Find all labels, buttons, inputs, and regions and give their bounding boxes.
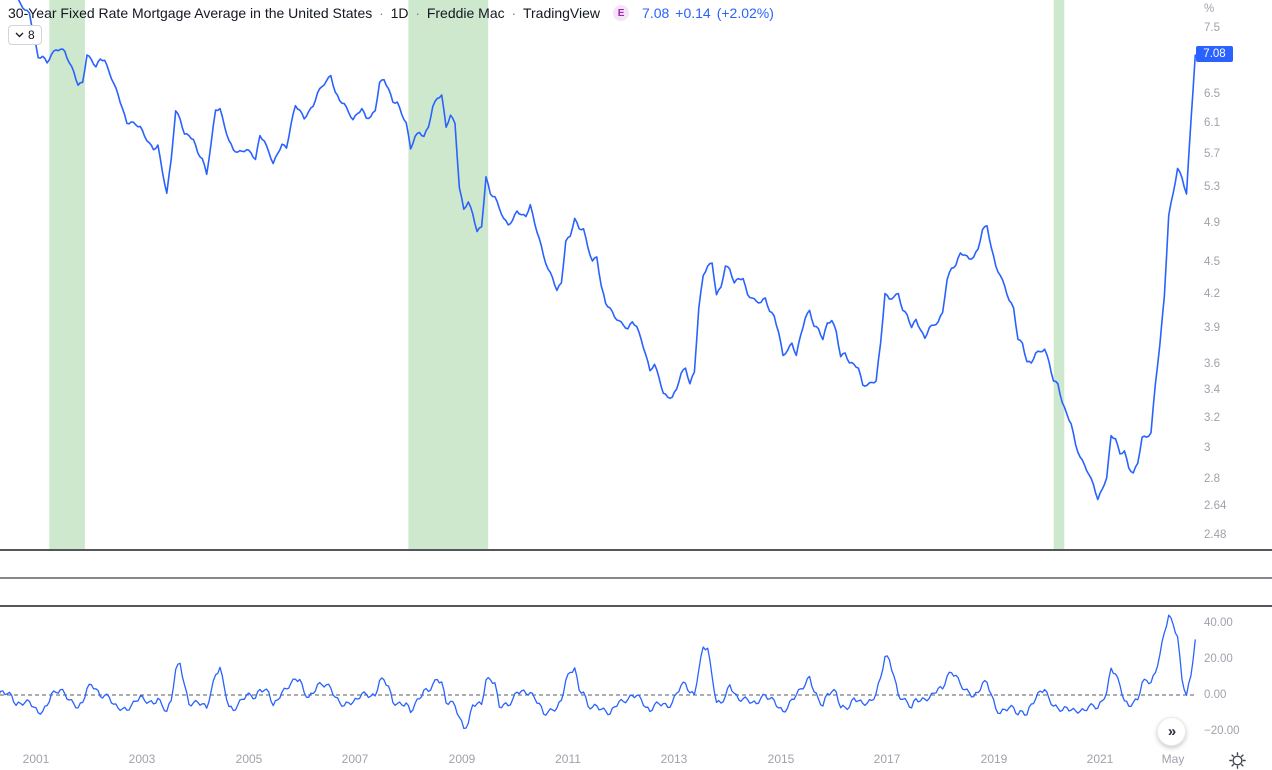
price-change-percent: (+2.02%): [716, 5, 774, 21]
time-tick-label: 2011: [555, 752, 581, 766]
price-change: +0.14: [675, 5, 711, 21]
legend-collapse-button[interactable]: 8: [8, 25, 42, 45]
separator-dot: ·: [511, 5, 516, 21]
price-tick-label: 4.9: [1204, 217, 1220, 229]
recession-band: [408, 0, 489, 549]
recession-band: [49, 0, 85, 549]
last-price: 7.08: [642, 5, 670, 21]
oscillator-tick-label: 0.00: [1204, 689, 1227, 701]
pane-separator[interactable]: [0, 577, 1272, 579]
price-tick-label: 5.3: [1204, 181, 1220, 193]
price-tick-label: 7.5: [1204, 22, 1220, 34]
oscillator-tick-label: −20.00: [1204, 725, 1240, 737]
time-tick-label: 2007: [341, 752, 369, 766]
price-axis-unit: %: [1204, 3, 1215, 15]
symbol-title: 30-Year Fixed Rate Mortgage Average in t…: [8, 5, 373, 21]
time-tick-label: 2001: [22, 752, 50, 766]
main-price-chart[interactable]: [0, 0, 1196, 549]
price-tick-label: 6.1: [1204, 117, 1220, 129]
time-tick-label: 2013: [660, 752, 688, 766]
time-tick-label: 2021: [1086, 752, 1114, 766]
price-tick-label: 2.64: [1204, 500, 1227, 512]
platform-label: TradingView: [522, 5, 601, 21]
price-tick-label: 3.6: [1204, 358, 1220, 370]
price-tick-label: 3.2: [1204, 412, 1220, 424]
price-tick-label: 4.5: [1204, 256, 1220, 268]
time-tick-label: 2017: [873, 752, 901, 766]
price-tick-label: 5.7: [1204, 148, 1220, 160]
pane-separator[interactable]: [0, 605, 1272, 607]
time-tick-label: 2009: [448, 752, 476, 766]
time-tick-label: 2003: [128, 752, 156, 766]
price-tick-label: 3.4: [1204, 384, 1220, 396]
pane-separator[interactable]: [0, 549, 1272, 551]
price-line: [17, 0, 1196, 501]
oscillator-line: [0, 614, 1196, 730]
separator-dot: ·: [379, 5, 384, 21]
price-tick-label: 6.5: [1204, 88, 1220, 100]
gear-icon: [1228, 751, 1246, 769]
oscillator-tick-label: 40.00: [1204, 617, 1233, 629]
oscillator-axis[interactable]: 40.00 20.00 0.00 −20.00: [1196, 607, 1272, 745]
price-tick-label: 3: [1204, 442, 1211, 454]
time-tick-label: 2015: [767, 752, 795, 766]
separator-dot: ·: [415, 5, 420, 21]
earnings-flag-icon: E: [613, 5, 630, 21]
chevron-down-icon: [15, 32, 24, 38]
last-price-badge: 7.08: [1196, 46, 1233, 62]
axis-settings-button[interactable]: [1228, 751, 1246, 769]
price-tick-label: 2.48: [1204, 529, 1227, 541]
scroll-to-latest-button[interactable]: »: [1157, 717, 1186, 746]
legend-count: 8: [28, 28, 35, 42]
data-source-label: Freddie Mac: [426, 5, 505, 21]
oscillator-tick-label: 20.00: [1204, 653, 1233, 665]
price-axis[interactable]: % 7.5 6.5 6.1 5.7 5.3 4.9 4.5 4.2 3.9 3.6 3.4 3.2 3 2…: [1196, 0, 1272, 549]
recession-band: [1053, 0, 1065, 549]
symbol-legend: 30-Year Fixed Rate Mortgage Average in t…: [8, 5, 774, 21]
price-tick-label: 3.9: [1204, 322, 1220, 334]
time-tick-label: May: [1161, 752, 1185, 766]
time-tick-label: 2005: [235, 752, 263, 766]
time-tick-label: 2019: [980, 752, 1008, 766]
price-tick-label: 4.2: [1204, 288, 1220, 300]
quote-values: 7.08 +0.14 (+2.02%): [642, 5, 774, 21]
price-tick-label: 2.8: [1204, 473, 1220, 485]
oscillator-chart[interactable]: [0, 607, 1196, 745]
timeframe-label[interactable]: 1D: [390, 5, 409, 21]
double-chevron-right-icon: »: [1167, 723, 1176, 740]
time-axis[interactable]: 2001 2003 2005 2007 2009 2011 2013 2015 2017 2019…: [0, 745, 1272, 770]
